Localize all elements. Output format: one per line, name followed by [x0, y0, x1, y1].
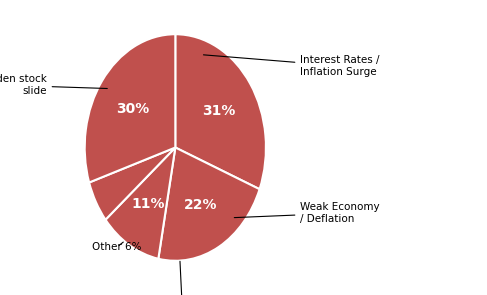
Wedge shape	[89, 148, 175, 220]
Wedge shape	[175, 34, 266, 189]
Text: A sudden stock
slide: A sudden stock slide	[0, 74, 107, 96]
Wedge shape	[158, 148, 260, 261]
Text: 11%: 11%	[132, 197, 165, 211]
Text: Other 6%: Other 6%	[92, 242, 141, 252]
Text: 22%: 22%	[184, 198, 217, 212]
Text: Weak Economy
/ Deflation: Weak Economy / Deflation	[234, 202, 380, 224]
Text: Disaster / War
sparks panic: Disaster / War sparks panic	[146, 261, 219, 295]
Text: Interest Rates /
Inflation Surge: Interest Rates / Inflation Surge	[204, 55, 380, 77]
Wedge shape	[85, 34, 175, 183]
Wedge shape	[106, 148, 175, 259]
Text: 30%: 30%	[116, 102, 150, 116]
Text: 31%: 31%	[202, 104, 236, 118]
